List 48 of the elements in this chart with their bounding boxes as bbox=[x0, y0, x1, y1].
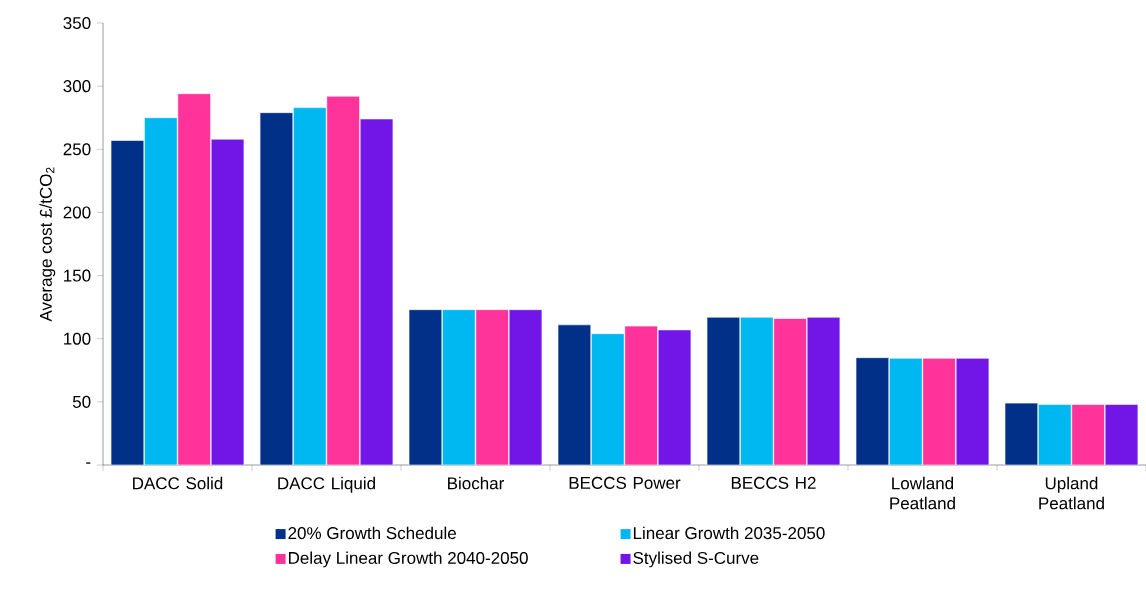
bar bbox=[591, 333, 625, 465]
y-tick-label: 250 bbox=[63, 143, 91, 156]
x-tick-label: DACC Solid bbox=[133, 476, 223, 490]
bar bbox=[508, 309, 543, 465]
bar bbox=[624, 325, 658, 465]
bar bbox=[475, 309, 509, 465]
x-tick-label: DACC Liquid bbox=[278, 476, 375, 493]
bar bbox=[1104, 404, 1139, 465]
bar bbox=[144, 117, 178, 465]
bar bbox=[657, 329, 692, 465]
bar bbox=[1038, 404, 1072, 465]
y-tick-label: 100 bbox=[64, 332, 91, 345]
bar bbox=[922, 357, 956, 465]
x-tick-label: Upland Peatland bbox=[1039, 476, 1104, 510]
y-tick-label: 150 bbox=[64, 269, 91, 282]
bar bbox=[706, 316, 741, 465]
bar bbox=[740, 316, 774, 465]
legend-label: 20% Growth Schedule bbox=[288, 526, 456, 540]
bar bbox=[110, 140, 145, 465]
bar bbox=[259, 112, 294, 465]
y-tick-label: 200 bbox=[63, 206, 91, 219]
legend-label: Stylised S-Curve bbox=[633, 551, 759, 568]
y-tick-label: - bbox=[86, 462, 91, 464]
y-axis-title: Average cost £/tCO$_{2}$ bbox=[39, 167, 56, 322]
x-tick-label: Biochar bbox=[448, 476, 505, 490]
y-tick-label: 350 bbox=[63, 16, 91, 30]
x-tick-label: BECCS H2 bbox=[731, 476, 816, 489]
bar bbox=[855, 357, 890, 465]
legend-label: Linear Growth 2035-2050 bbox=[633, 526, 825, 540]
bar bbox=[408, 309, 443, 465]
bar bbox=[359, 118, 394, 465]
bar bbox=[773, 318, 807, 465]
bar bbox=[210, 138, 245, 465]
bar bbox=[293, 107, 327, 465]
y-tick-label: 300 bbox=[63, 80, 91, 93]
bar bbox=[326, 95, 360, 465]
bar bbox=[557, 324, 592, 465]
bar bbox=[1004, 402, 1039, 465]
bar bbox=[177, 93, 211, 465]
bar bbox=[806, 316, 841, 465]
bar bbox=[1071, 404, 1105, 465]
x-tick-label: Lowland Peatland bbox=[890, 476, 955, 510]
legend-label: Delay Linear Growth 2040-2050 bbox=[288, 551, 528, 568]
bar bbox=[889, 357, 923, 465]
y-tick-label: 50 bbox=[72, 395, 91, 408]
x-tick-label: BECCS Power bbox=[569, 476, 681, 489]
bar bbox=[955, 357, 990, 465]
bar bbox=[442, 309, 476, 465]
